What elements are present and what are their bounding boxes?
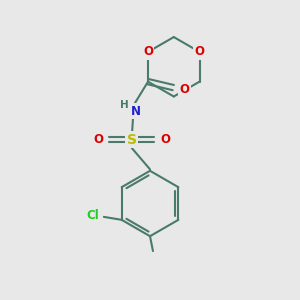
Text: O: O bbox=[143, 45, 153, 58]
Text: O: O bbox=[160, 133, 170, 146]
Text: S: S bbox=[127, 133, 137, 147]
Text: O: O bbox=[93, 133, 103, 146]
Text: N: N bbox=[131, 105, 141, 118]
Text: H: H bbox=[120, 100, 129, 110]
Text: O: O bbox=[194, 45, 205, 58]
Text: O: O bbox=[180, 82, 190, 96]
Text: Cl: Cl bbox=[86, 209, 99, 222]
